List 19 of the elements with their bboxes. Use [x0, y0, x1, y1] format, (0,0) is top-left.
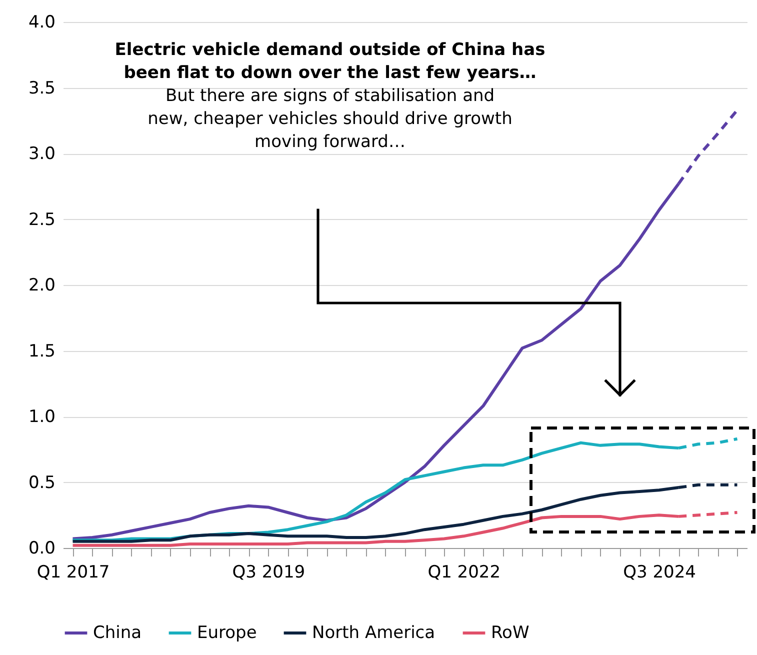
x-tick-label: Q1 2022	[428, 562, 501, 582]
x-tick-label: Q3 2024	[623, 562, 696, 582]
y-tick-label: 3.5	[28, 78, 56, 98]
annotation: Electric vehicle demand outside of China has been flat to down over the last few years…	[114, 40, 546, 83]
x-tick-label: Q1 2017	[36, 562, 110, 582]
y-tick-label: 2.5	[28, 210, 56, 230]
legend-label: China	[93, 623, 142, 643]
x-tick-label: Q3 2019	[232, 562, 306, 582]
y-tick-label: 2.0	[28, 276, 56, 296]
y-tick-label: 3.0	[28, 144, 56, 164]
legend-label: RoW	[491, 623, 530, 643]
legend-label: North America	[312, 623, 436, 643]
y-tick-label: 0.0	[28, 538, 56, 558]
y-tick-label: 1.0	[28, 407, 56, 427]
y-tick-label: 4.0	[28, 12, 56, 32]
annotation: But there are signs of stabilisation and new, cheaper vehicles should drive growth moving forward…	[148, 86, 512, 152]
legend-label: Europe	[197, 623, 257, 643]
y-tick-label: 0.5	[28, 472, 56, 493]
y-tick-label: 1.5	[28, 341, 56, 362]
